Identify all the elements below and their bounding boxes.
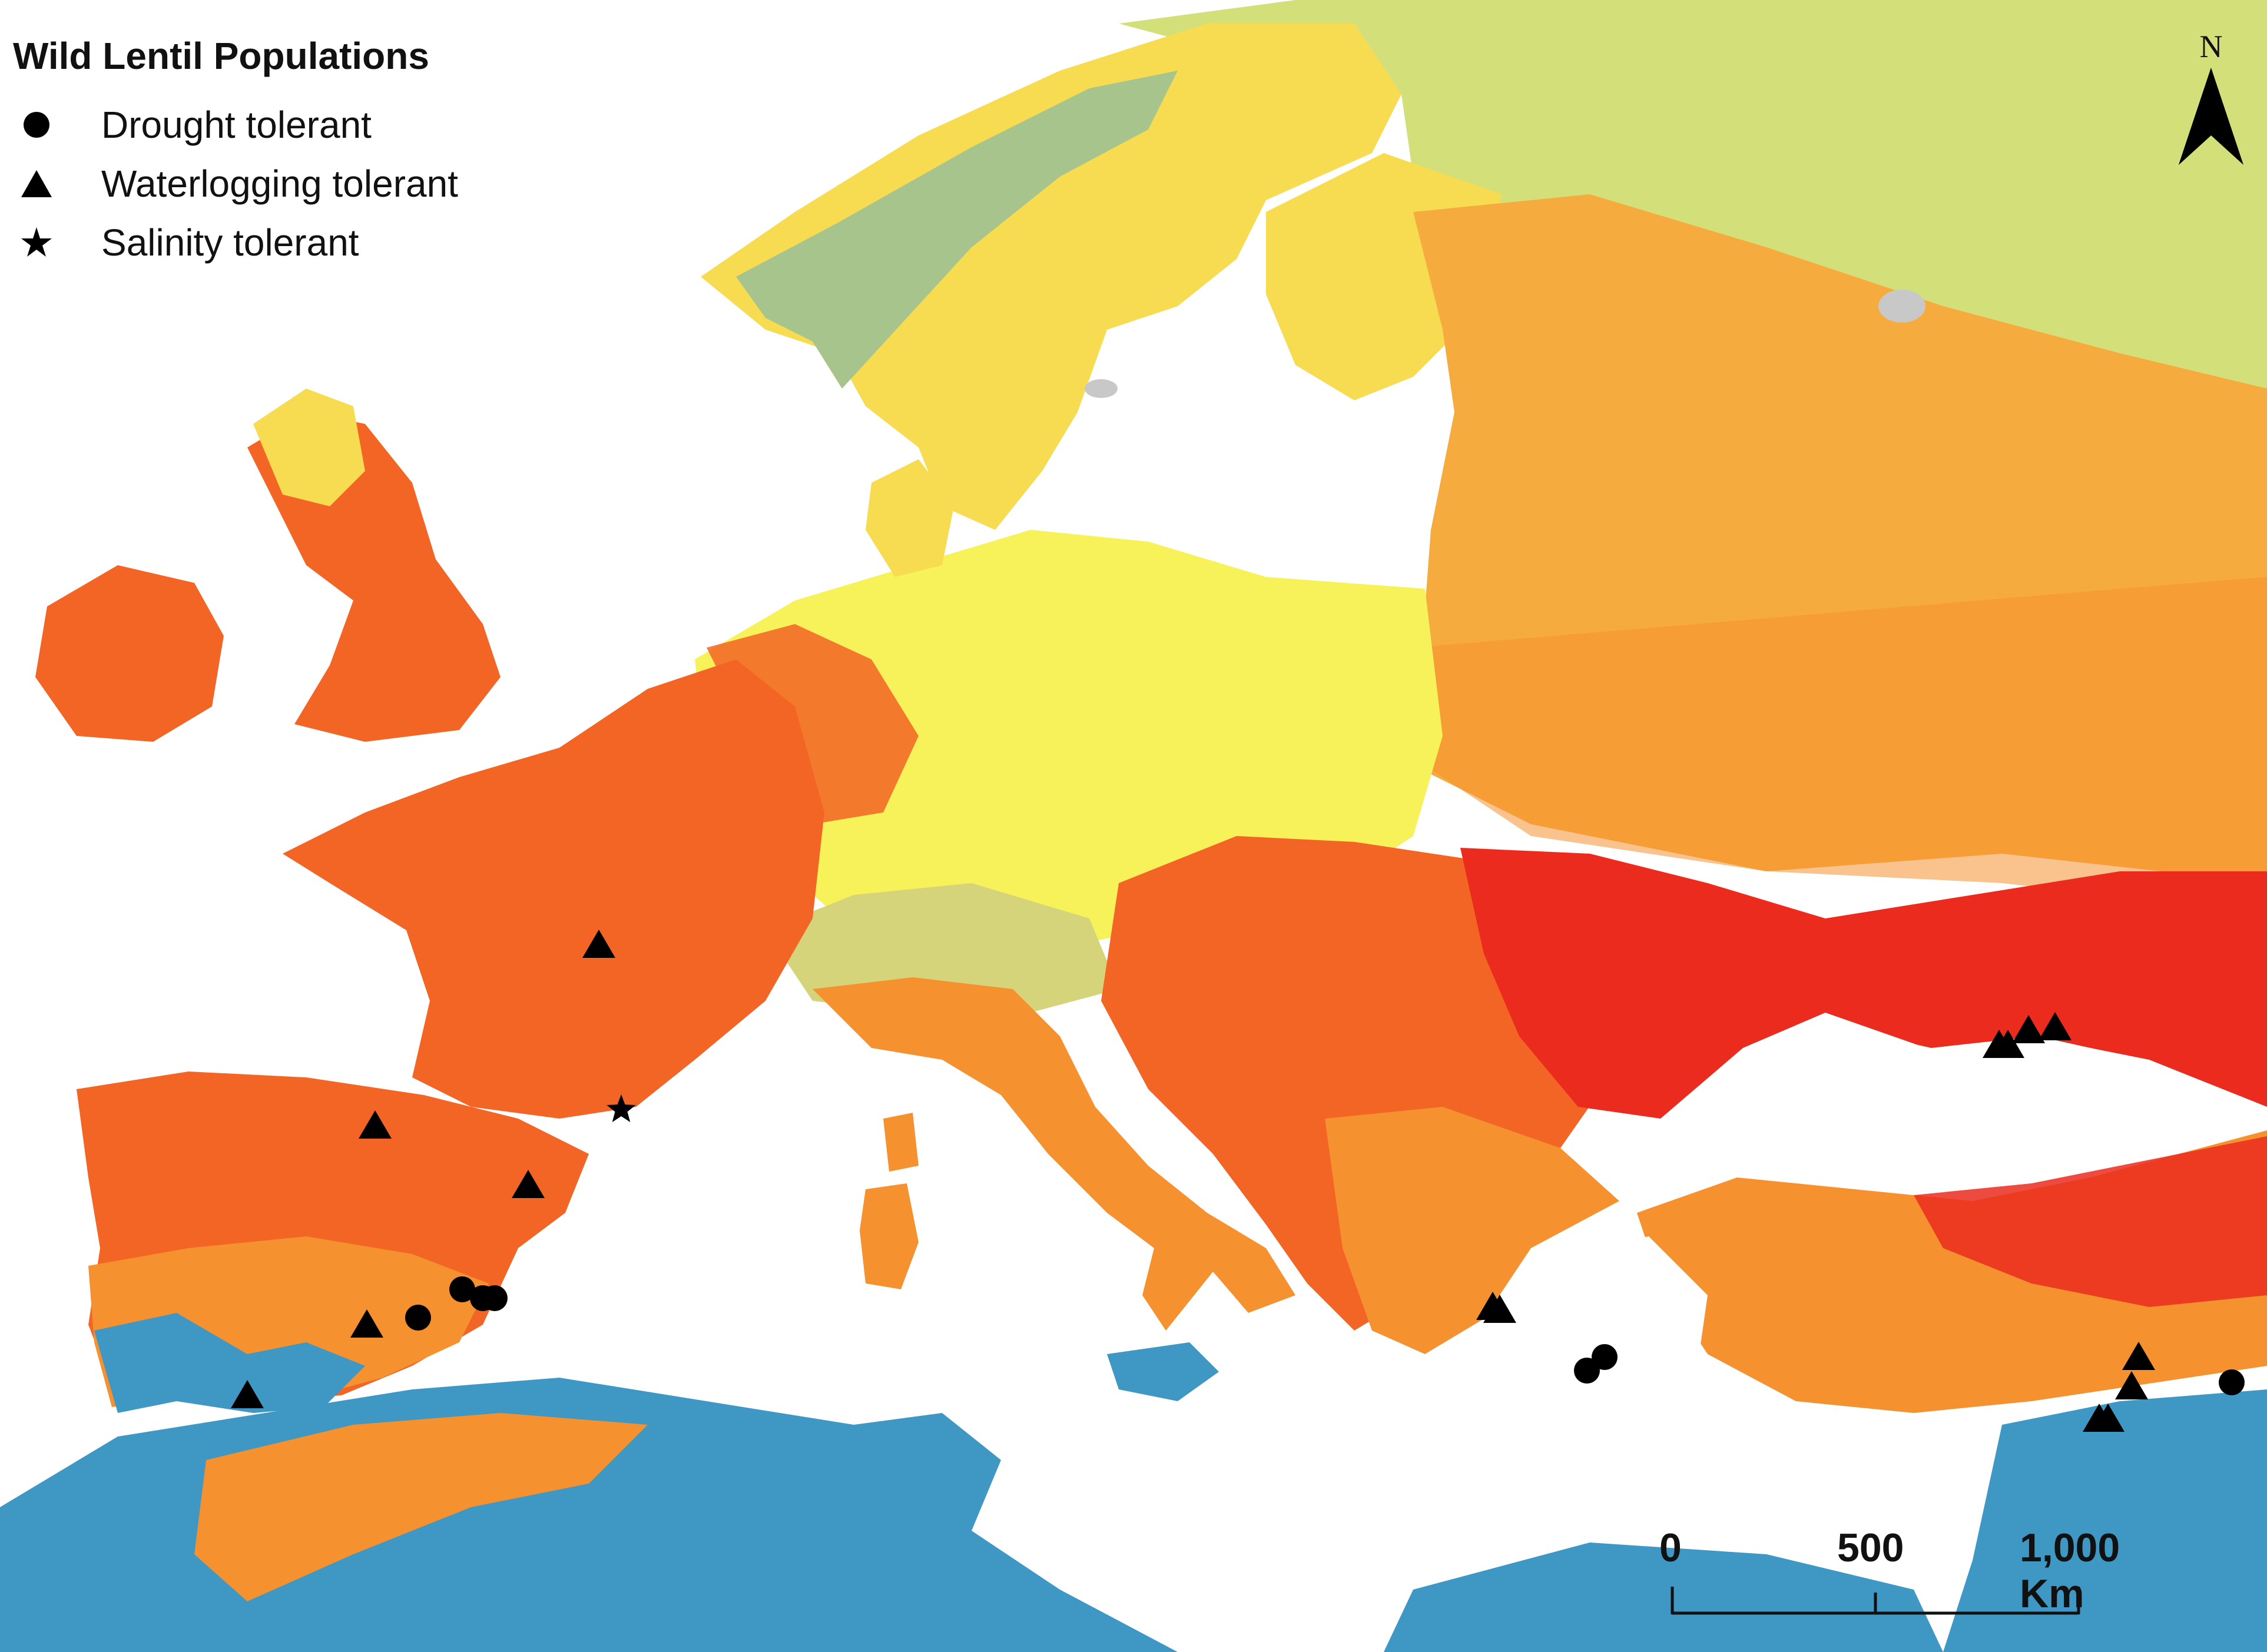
waterlogging-marker bbox=[350, 1309, 383, 1338]
legend: Wild Lentil Populations Drought tolerant… bbox=[13, 34, 458, 272]
drought-marker bbox=[2219, 1369, 2245, 1395]
region-sicily bbox=[1107, 1342, 1219, 1401]
region-italy bbox=[813, 977, 1295, 1331]
region-russia-orange bbox=[1413, 577, 2267, 913]
waterlogging-marker bbox=[1991, 1030, 2024, 1058]
region-scotland bbox=[253, 389, 365, 506]
lake-patch bbox=[1085, 379, 1118, 398]
star-icon bbox=[13, 225, 60, 260]
legend-label: Waterlogging tolerant bbox=[101, 162, 458, 205]
aegean-sea bbox=[1531, 1236, 1708, 1425]
region-scandinavia bbox=[701, 24, 1401, 530]
legend-item-waterlogging: Waterlogging tolerant bbox=[13, 154, 458, 213]
region-france bbox=[283, 659, 824, 1119]
region-sardinia bbox=[860, 1183, 919, 1289]
region-corsica bbox=[883, 1113, 919, 1172]
drought-marker bbox=[482, 1285, 508, 1311]
waterlogging-marker bbox=[2115, 1371, 2148, 1399]
scale-tick-500: 500 bbox=[1837, 1525, 1904, 1570]
drought-marker bbox=[405, 1305, 431, 1331]
region-alps bbox=[765, 883, 1119, 1013]
waterlogging-marker bbox=[2122, 1342, 2155, 1370]
north-label: N bbox=[2199, 29, 2223, 64]
waterlogging-marker bbox=[2092, 1404, 2125, 1432]
region-turkey-east-red bbox=[1914, 1136, 2267, 1307]
legend-label: Salinity tolerant bbox=[101, 221, 359, 264]
north-arrow-icon bbox=[2179, 68, 2243, 165]
region-scandinavia-mountains bbox=[736, 71, 1178, 389]
region-ireland bbox=[35, 565, 224, 742]
legend-item-salinity: Salinity tolerant bbox=[13, 213, 458, 272]
region-denmark bbox=[866, 459, 954, 577]
region-black-sea-north bbox=[1460, 848, 2267, 1119]
region-balkans-south bbox=[1325, 1107, 1619, 1354]
circle-icon bbox=[13, 107, 60, 142]
legend-label: Drought tolerant bbox=[101, 104, 372, 146]
waterlogging-marker bbox=[1483, 1295, 1516, 1323]
region-benelux-germany bbox=[707, 624, 919, 824]
waterlogging-marker bbox=[512, 1170, 545, 1198]
north-arrow: N bbox=[2173, 28, 2249, 174]
salinity-marker bbox=[606, 1094, 636, 1122]
region-atlas-orange bbox=[194, 1413, 648, 1601]
waterlogging-marker bbox=[582, 930, 615, 958]
scale-tick-0: 0 bbox=[1659, 1525, 1682, 1570]
drought-marker bbox=[1574, 1358, 1600, 1384]
legend-title: Wild Lentil Populations bbox=[13, 35, 429, 77]
region-iberia-south-blue bbox=[94, 1313, 365, 1413]
drought-marker bbox=[1592, 1344, 1618, 1370]
waterlogging-marker bbox=[359, 1110, 392, 1139]
scale-tick-1000: 1,000 Km bbox=[2020, 1525, 2120, 1616]
scale-bar-line bbox=[1671, 1587, 2080, 1615]
triangle-icon bbox=[13, 166, 60, 201]
black-sea bbox=[1743, 1024, 2179, 1195]
region-levant bbox=[1943, 1389, 2267, 1652]
scale-bar: 0 500 1,000 Km bbox=[1649, 1525, 2149, 1631]
waterlogging-marker bbox=[231, 1380, 264, 1408]
waterlogging-marker bbox=[2012, 1015, 2045, 1043]
lake-patch bbox=[1878, 290, 1925, 323]
region-egypt-blue bbox=[1384, 1542, 1943, 1652]
legend-item-drought: Drought tolerant bbox=[13, 95, 458, 154]
drought-marker bbox=[449, 1276, 475, 1302]
markers-layer bbox=[231, 930, 2245, 1432]
waterlogging-marker bbox=[2039, 1012, 2072, 1040]
